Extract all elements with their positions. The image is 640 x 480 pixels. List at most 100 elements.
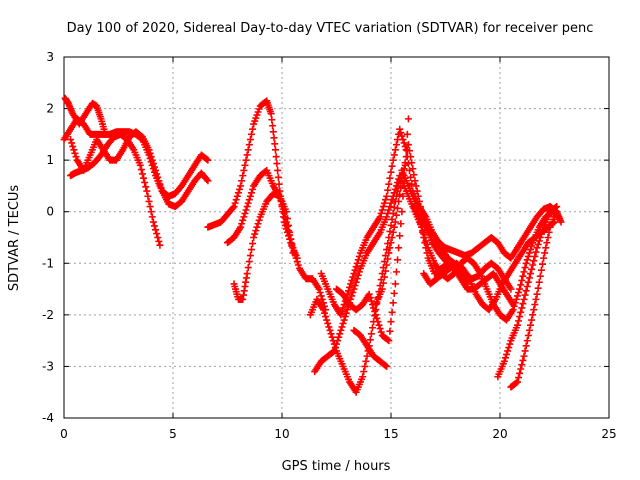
data-point — [204, 177, 212, 185]
data-point — [349, 273, 357, 281]
data-point — [136, 161, 144, 169]
data-point — [156, 180, 164, 188]
data-point — [328, 333, 336, 341]
data-point — [525, 249, 533, 257]
data-point — [349, 289, 357, 297]
data-point — [388, 196, 396, 204]
data-point — [519, 272, 527, 280]
data-point — [72, 153, 80, 161]
data-point — [505, 344, 513, 352]
data-point — [348, 276, 356, 284]
data-point — [144, 192, 152, 200]
data-point — [368, 301, 376, 309]
data-point — [517, 308, 525, 316]
data-point — [245, 258, 253, 266]
data-point — [331, 344, 339, 352]
y-tick-label: 1 — [46, 153, 54, 167]
data-point — [229, 204, 237, 212]
data-point — [522, 259, 530, 267]
data-point — [333, 340, 340, 348]
data-point — [247, 130, 255, 138]
data-point — [398, 132, 406, 140]
data-point — [378, 206, 386, 214]
data-point — [408, 159, 416, 167]
series-track-15 — [372, 141, 471, 309]
data-point — [413, 187, 421, 195]
data-point — [379, 279, 387, 287]
y-axis-label: SDTVAR / TECUs — [7, 185, 22, 292]
data-point — [380, 273, 388, 281]
data-point — [521, 291, 529, 299]
data-point — [386, 244, 394, 252]
data-point — [250, 234, 258, 241]
data-point — [416, 203, 424, 211]
data-point — [240, 213, 248, 221]
data-point — [517, 281, 525, 289]
data-point — [533, 290, 541, 298]
data-point — [535, 237, 543, 245]
data-point — [552, 203, 560, 211]
data-point — [330, 347, 338, 355]
data-point — [533, 244, 541, 252]
data-point — [388, 162, 396, 170]
data-point — [338, 307, 346, 315]
data-point — [504, 347, 512, 355]
data-point — [337, 311, 345, 319]
data-point — [520, 352, 528, 360]
data-point — [367, 297, 375, 305]
data-point — [518, 276, 526, 284]
data-point — [519, 300, 527, 308]
data-point — [513, 321, 521, 329]
data-point — [539, 227, 547, 235]
series-track-7 — [230, 190, 297, 303]
data-point — [329, 348, 337, 356]
data-point — [395, 244, 403, 252]
data-point — [234, 189, 242, 197]
data-point — [529, 311, 537, 319]
data-point — [354, 271, 362, 279]
data-point — [389, 192, 397, 200]
data-point — [530, 257, 538, 265]
data-point — [389, 156, 397, 164]
data-point — [351, 266, 359, 274]
x-tick-label: 10 — [274, 427, 289, 441]
data-point — [540, 254, 548, 262]
data-point — [289, 249, 297, 257]
data-point — [523, 337, 531, 345]
data-point — [354, 256, 362, 264]
data-point — [321, 309, 329, 317]
data-point — [516, 285, 524, 293]
y-tick-label: -2 — [42, 308, 54, 322]
data-point — [237, 182, 245, 190]
data-point — [352, 278, 360, 286]
data-point — [532, 295, 540, 303]
data-point — [269, 128, 277, 136]
data-point — [384, 209, 392, 217]
data-point — [362, 357, 370, 365]
data-point — [147, 208, 155, 216]
data-point — [155, 177, 163, 185]
data-point — [522, 287, 530, 295]
data-point — [138, 170, 146, 178]
data-point — [142, 183, 150, 191]
data-point — [383, 213, 391, 221]
data-point — [245, 141, 253, 149]
data-point — [156, 241, 164, 249]
data-point — [553, 208, 561, 216]
data-point — [351, 282, 359, 290]
data-point — [325, 323, 333, 331]
data-point — [382, 196, 390, 204]
y-tick-label: -1 — [42, 256, 54, 270]
data-point — [384, 240, 392, 248]
data-point — [243, 203, 251, 211]
data-point — [525, 274, 533, 282]
data-point — [274, 166, 282, 174]
data-point — [534, 284, 542, 292]
data-point — [414, 192, 422, 200]
data-point — [529, 261, 537, 269]
data-point — [376, 213, 384, 221]
data-point — [395, 197, 403, 205]
data-point — [243, 270, 251, 278]
data-point — [341, 313, 349, 321]
data-point — [353, 275, 361, 283]
